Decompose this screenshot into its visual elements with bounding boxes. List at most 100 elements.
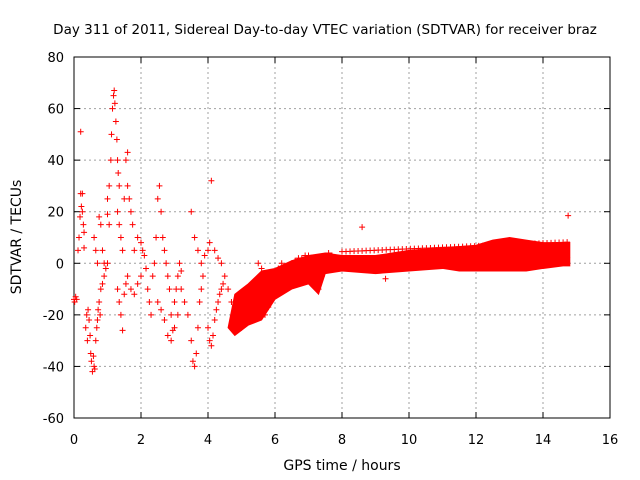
- data-point: [211, 247, 218, 254]
- data-point: [116, 221, 123, 228]
- y-axis-label: SDTVAR / TECUs: [9, 180, 25, 295]
- data-point: [178, 286, 185, 293]
- data-point: [106, 221, 113, 228]
- data-point: [115, 170, 122, 177]
- data-point: [268, 273, 275, 280]
- data-point: [158, 208, 165, 215]
- data-point: [158, 306, 165, 313]
- y-tick-label: -60: [43, 412, 64, 427]
- x-tick-label: 8: [338, 433, 346, 448]
- data-point: [111, 87, 118, 94]
- data-point: [116, 182, 123, 189]
- data-point: [328, 252, 335, 259]
- data-point: [112, 118, 119, 125]
- data-point: [99, 280, 106, 287]
- y-tick-label: 80: [47, 51, 64, 66]
- data-point: [359, 224, 366, 231]
- data-point: [196, 298, 203, 305]
- y-tick-label: 60: [47, 103, 64, 118]
- data-point: [73, 296, 80, 303]
- data-point: [564, 239, 571, 246]
- data-point: [131, 291, 138, 298]
- data-point: [312, 268, 319, 275]
- data-point: [94, 317, 101, 324]
- data-point: [211, 317, 218, 324]
- y-tick-label: 20: [47, 206, 64, 221]
- x-tick-label: 12: [468, 433, 485, 448]
- data-point: [72, 293, 79, 300]
- data-point: [153, 234, 160, 241]
- x-axis-label: GPS time / hours: [283, 458, 400, 474]
- y-tick-label: 0: [56, 257, 64, 272]
- data-point: [241, 317, 248, 324]
- data-point: [164, 273, 171, 280]
- data-point: [174, 311, 181, 318]
- data-point: [163, 260, 170, 267]
- data-point: [91, 366, 98, 373]
- data-point: [215, 255, 222, 262]
- data-point: [210, 332, 217, 339]
- data-point: [225, 286, 232, 293]
- data-point: [127, 286, 134, 293]
- data-point: [191, 234, 198, 241]
- data-point: [108, 131, 115, 138]
- data-point: [272, 270, 278, 277]
- data-point: [272, 280, 278, 287]
- data-point: [188, 208, 195, 215]
- data-point: [339, 257, 345, 264]
- data-point: [193, 350, 200, 357]
- data-point: [288, 260, 295, 267]
- data-point: [178, 268, 185, 275]
- data-point: [161, 247, 168, 254]
- data-point: [143, 265, 150, 272]
- data-point: [88, 358, 95, 365]
- data-point: [116, 298, 123, 305]
- data-point: [131, 247, 138, 254]
- data-point: [171, 298, 178, 305]
- data-point: [138, 273, 144, 280]
- data-point: [208, 177, 215, 184]
- data-point: [261, 270, 268, 277]
- data-point: [81, 244, 88, 251]
- y-tick-label: 40: [47, 154, 64, 169]
- data-point: [94, 260, 101, 267]
- data-point: [154, 195, 161, 202]
- data-point: [258, 306, 265, 313]
- x-tick-label: 4: [204, 433, 212, 448]
- data-point: [75, 247, 82, 254]
- data-point: [174, 273, 181, 280]
- data-point: [168, 337, 175, 344]
- data-point: [134, 280, 141, 287]
- data-point: [82, 324, 89, 331]
- data-point: [564, 254, 571, 261]
- data-point: [278, 260, 285, 267]
- data-point: [265, 304, 272, 311]
- data-point: [119, 327, 126, 334]
- data-point: [77, 128, 84, 135]
- data-point: [206, 239, 213, 246]
- x-tick-label: 0: [70, 433, 78, 448]
- y-tick-label: -40: [43, 360, 64, 375]
- data-point: [129, 221, 136, 228]
- data-point: [198, 260, 205, 267]
- data-point: [228, 298, 235, 305]
- data-point: [221, 273, 228, 280]
- data-point: [104, 195, 111, 202]
- data-point: [111, 100, 118, 107]
- data-point: [79, 190, 86, 197]
- data-point: [76, 234, 83, 241]
- data-point: [124, 273, 131, 280]
- data-point: [168, 311, 175, 318]
- data-point: [95, 306, 102, 313]
- data-point: [119, 247, 126, 254]
- data-point: [194, 324, 201, 331]
- data-point: [114, 157, 121, 164]
- data-point: [159, 234, 166, 241]
- data-point: [382, 275, 389, 282]
- data-point: [154, 298, 161, 305]
- data-point: [206, 337, 213, 344]
- data-point: [78, 203, 85, 210]
- data-point: [121, 291, 128, 298]
- data-point: [93, 324, 100, 331]
- data-point: [117, 234, 124, 241]
